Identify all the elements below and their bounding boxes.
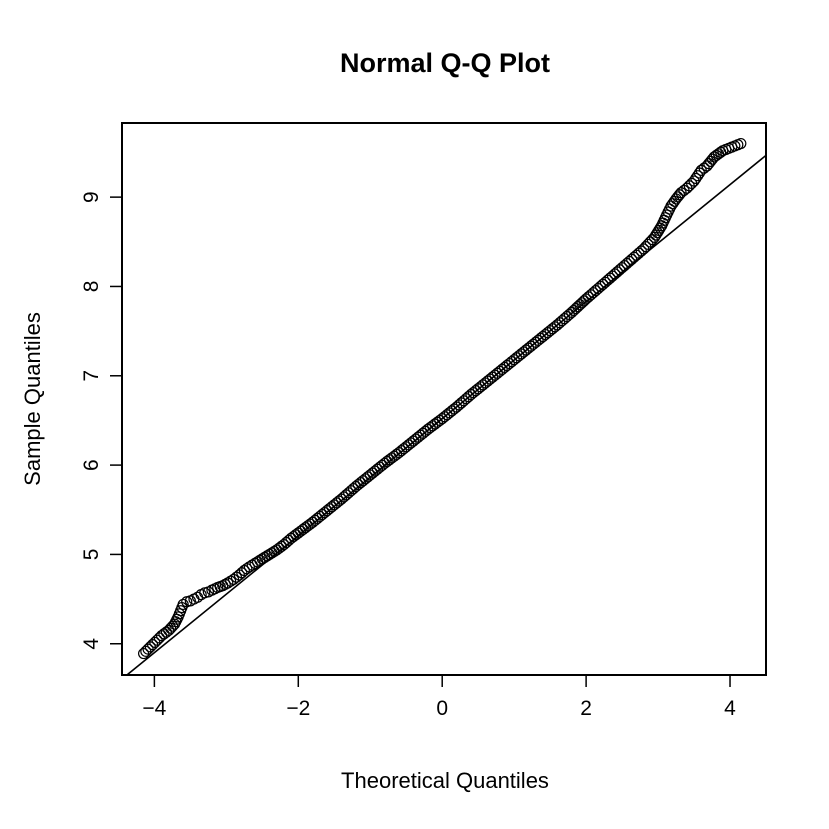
chart-title: Normal Q-Q Plot	[340, 48, 550, 78]
x-tick-label: 4	[724, 697, 736, 720]
x-axis: −4 −2 0 2 4	[142, 675, 736, 720]
data-point	[165, 622, 177, 634]
data-point	[163, 624, 175, 636]
y-tick-label: 4	[80, 638, 103, 650]
y-tick-label: 7	[80, 370, 103, 382]
data-point	[222, 577, 234, 589]
data-point	[574, 299, 586, 311]
y-axis-label: Sample Quantiles	[20, 312, 45, 486]
x-tick-label: −4	[142, 697, 166, 720]
x-tick-label: 0	[436, 697, 448, 720]
data-point	[177, 598, 189, 611]
data-point	[566, 306, 578, 318]
y-tick-label: 9	[80, 191, 103, 203]
points-layer	[137, 137, 747, 660]
data-point	[572, 301, 584, 313]
data-point	[243, 561, 255, 573]
x-tick-label: 2	[580, 697, 592, 720]
data-point	[576, 297, 588, 309]
y-axis: 4 5 6 7 8 9	[80, 191, 122, 650]
data-point	[570, 302, 582, 315]
plot-frame	[121, 122, 767, 676]
y-tick-label: 5	[80, 549, 103, 561]
y-tick-label: 6	[80, 459, 103, 471]
data-point	[568, 304, 580, 317]
x-tick-label: −2	[286, 697, 310, 720]
y-tick-label: 8	[80, 281, 103, 293]
data-point	[735, 137, 747, 150]
x-axis-label: Theoretical Quantiles	[341, 768, 549, 793]
data-point	[225, 575, 237, 587]
